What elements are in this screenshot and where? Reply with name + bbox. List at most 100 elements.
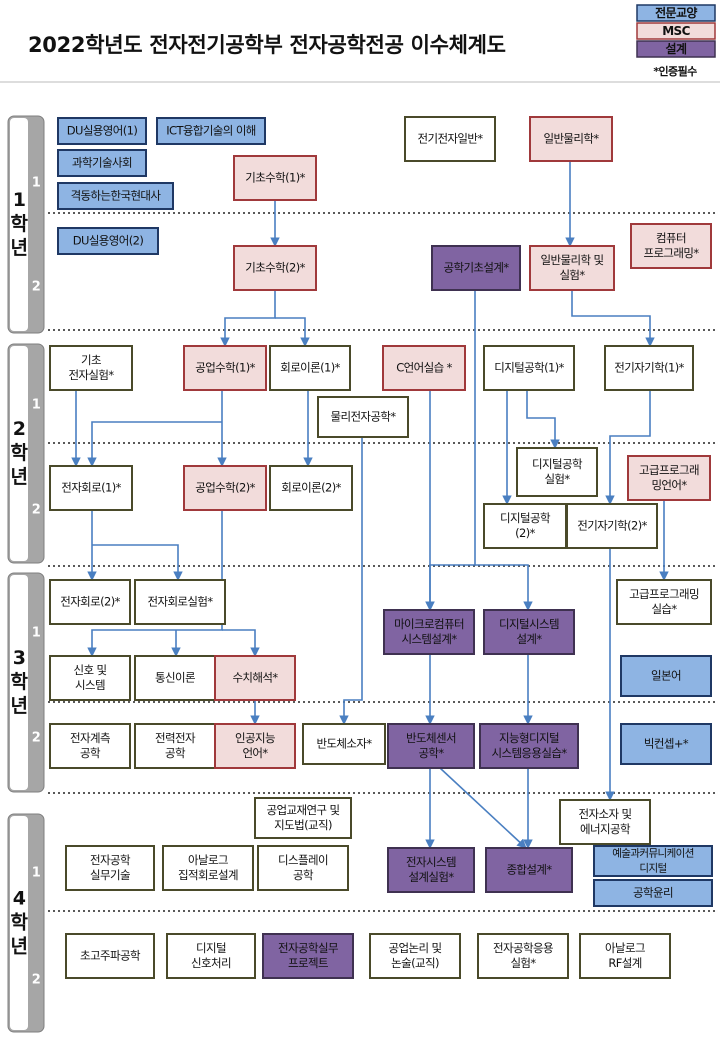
course-box: [616, 579, 712, 625]
course-box: [317, 396, 409, 438]
arrow: [339, 437, 363, 725]
course-box: [49, 465, 133, 511]
course-label: 실험*: [510, 956, 536, 970]
course-label: 실험*: [559, 268, 585, 282]
course: 수치해석*: [214, 655, 296, 701]
year-label: 학: [11, 442, 29, 464]
course-box: [387, 723, 475, 769]
year-label: 학: [11, 671, 29, 693]
course-label: RF설계: [608, 956, 641, 970]
course: 초고주파공학: [65, 933, 155, 979]
arrow: [605, 390, 651, 505]
course: DU실용영어(1): [57, 117, 147, 145]
course-box: [269, 345, 351, 391]
course-label: 전자소자 및: [579, 807, 632, 821]
course-label: 일반물리학 및: [541, 253, 604, 267]
course-box: [483, 345, 575, 391]
course-box: [183, 345, 267, 391]
arrow: [526, 390, 560, 449]
title: 2022학년도 전자전기공학부 전자공학전공 이수체계도: [28, 33, 506, 57]
course: 공업수학(2)*: [183, 465, 267, 511]
course-label: 지도법(교직): [274, 818, 332, 832]
course-label: 전자회로(2)*: [60, 595, 120, 609]
course-label: 디지털공학: [500, 511, 551, 525]
course-label: 디지털: [639, 863, 666, 875]
course: 디지털공학(2)*: [483, 503, 567, 549]
course: 기초수학(1)*: [233, 155, 317, 201]
course-label: 과학기술사회: [72, 156, 132, 170]
course: 디지털공학(1)*: [483, 345, 575, 391]
course-label: 밍언어*: [651, 478, 687, 492]
course: 전기자기학(1)*: [604, 345, 694, 391]
course-label: 공학윤리: [633, 886, 673, 900]
course-box: [604, 345, 694, 391]
course: C언어실습 *: [382, 345, 466, 391]
course-box: [566, 503, 658, 549]
course: ICT융합기술의 이해: [156, 117, 266, 145]
course: 전기자기학(2)*: [566, 503, 658, 549]
course-label: 공업논리 및: [389, 941, 442, 955]
course-box: [620, 723, 712, 765]
course-box: [485, 847, 573, 893]
course-label: 공업수학(1)*: [195, 361, 255, 375]
course-box: [233, 155, 317, 201]
year-label: 2: [13, 418, 26, 440]
course: 공학윤리: [593, 879, 713, 907]
legend-label: 설계: [666, 41, 687, 56]
year-label-bg: [10, 575, 28, 790]
course-box: [620, 655, 712, 697]
course-label: 전자시스템: [406, 855, 456, 869]
course-box: [156, 117, 266, 145]
course: 일반물리학 및실험*: [529, 245, 615, 291]
year-label: 년: [11, 237, 28, 259]
course-box: [593, 879, 713, 907]
course-label: 고급프로그래: [639, 463, 699, 477]
course-label: 신호처리: [191, 956, 231, 970]
course-label: (2)*: [515, 526, 535, 540]
course-label: 에너지공학: [580, 822, 631, 836]
course-box: [65, 845, 155, 891]
legend-label: MSC: [662, 24, 690, 38]
semester-label: 1: [32, 176, 41, 191]
course-box: [579, 933, 671, 979]
arrow: [220, 290, 276, 347]
year-label: 년: [11, 695, 28, 717]
course-label: 실습*: [651, 602, 677, 616]
course-label: 전자실험*: [68, 368, 114, 382]
course: 전자회로(2)*: [49, 579, 131, 625]
course-label: 공학: [80, 746, 101, 760]
semester-label: 1: [32, 626, 41, 641]
semester-label: 2: [32, 280, 40, 295]
course-label: 전자공학실무: [278, 941, 338, 955]
year-label: 1: [13, 189, 26, 211]
course-label: 공업수학(2)*: [195, 481, 255, 495]
year-label: 4: [13, 888, 26, 910]
course-box: [483, 609, 575, 655]
arrow: [439, 767, 527, 849]
course-label: 공학: [165, 746, 186, 760]
legend-note: *인증필수: [653, 64, 697, 78]
course-label: 수치해석*: [232, 671, 278, 685]
course-label: 전기자기학(1)*: [614, 361, 684, 375]
course: 종합설계*: [485, 847, 573, 893]
legend-swatch: [636, 4, 716, 22]
course-box: [516, 447, 598, 497]
course-label: 프로그래밍*: [643, 246, 699, 260]
course-box: [262, 933, 354, 979]
year-label-bg: [10, 816, 28, 1030]
arrow: [425, 290, 476, 611]
course-label: 전자회로실험*: [147, 595, 213, 609]
course-label: DU실용영어(2): [73, 234, 144, 248]
course-label: 실무기술: [90, 868, 130, 882]
arrow: [87, 421, 222, 467]
